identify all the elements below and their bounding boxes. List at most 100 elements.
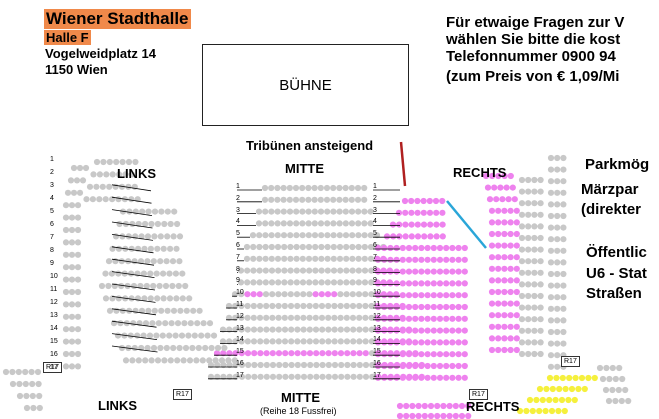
seat[interactable] (144, 258, 151, 265)
seat[interactable] (546, 396, 553, 404)
seat[interactable] (414, 221, 421, 228)
seat[interactable] (106, 307, 114, 314)
seat[interactable] (436, 280, 444, 287)
seat[interactable] (182, 344, 190, 352)
seat[interactable] (424, 327, 431, 334)
seat[interactable] (126, 208, 133, 215)
seat[interactable] (142, 220, 149, 228)
seat[interactable] (68, 338, 76, 345)
seat[interactable] (402, 233, 409, 240)
seat[interactable] (389, 221, 397, 228)
seat[interactable] (261, 196, 269, 203)
seat[interactable] (434, 412, 441, 419)
seat[interactable] (262, 243, 269, 251)
seat[interactable] (393, 351, 400, 358)
seat[interactable] (149, 320, 156, 327)
seat[interactable] (73, 177, 81, 184)
seat[interactable] (257, 326, 264, 333)
seat[interactable] (186, 295, 193, 302)
seat[interactable] (560, 259, 567, 266)
seat[interactable] (231, 291, 239, 298)
seat[interactable] (312, 243, 319, 251)
seat[interactable] (268, 208, 275, 215)
seat[interactable] (189, 344, 196, 352)
seat[interactable] (313, 361, 320, 369)
seat[interactable] (82, 164, 90, 172)
seat[interactable] (536, 385, 544, 393)
seat[interactable] (539, 396, 546, 404)
seat[interactable] (361, 255, 368, 262)
seat[interactable] (405, 339, 413, 346)
seat[interactable] (507, 230, 514, 238)
seat[interactable] (300, 361, 308, 369)
seat[interactable] (343, 291, 350, 298)
seat[interactable] (306, 338, 313, 345)
seat[interactable] (488, 323, 496, 330)
seat[interactable] (369, 361, 376, 369)
seat[interactable] (312, 291, 319, 298)
seat[interactable] (300, 302, 307, 310)
seat[interactable] (338, 373, 345, 380)
seat[interactable] (319, 338, 326, 345)
seat[interactable] (449, 256, 456, 263)
seat[interactable] (237, 279, 245, 286)
seat[interactable] (325, 326, 332, 333)
seat[interactable] (166, 270, 173, 277)
seat[interactable] (103, 171, 110, 178)
seat[interactable] (554, 363, 561, 370)
seat[interactable] (543, 385, 550, 393)
seat[interactable] (513, 335, 520, 342)
seat[interactable] (547, 317, 555, 324)
seat[interactable] (507, 312, 514, 319)
seat[interactable] (436, 339, 444, 346)
seat[interactable] (318, 279, 325, 286)
seat[interactable] (293, 220, 300, 227)
seat[interactable] (439, 197, 446, 205)
seat[interactable] (405, 327, 413, 334)
seat[interactable] (226, 338, 233, 345)
seat[interactable] (381, 374, 388, 381)
seat[interactable] (119, 307, 126, 314)
seat[interactable] (374, 315, 382, 322)
seat[interactable] (122, 171, 129, 178)
seat[interactable] (399, 292, 406, 299)
seat[interactable] (443, 268, 450, 275)
seat[interactable] (455, 351, 462, 358)
seat[interactable] (214, 344, 222, 352)
seat[interactable] (430, 327, 437, 334)
seat[interactable] (336, 232, 343, 239)
seat[interactable] (381, 339, 388, 346)
seat[interactable] (286, 220, 294, 227)
seat[interactable] (436, 303, 444, 311)
seat[interactable] (424, 303, 431, 311)
seat[interactable] (452, 402, 459, 410)
seat[interactable] (151, 307, 158, 314)
seat[interactable] (387, 256, 394, 263)
seat[interactable] (585, 374, 592, 382)
seat[interactable] (294, 314, 301, 321)
seat[interactable] (319, 326, 326, 333)
seat[interactable] (250, 302, 257, 310)
seat[interactable] (135, 357, 142, 364)
seat[interactable] (606, 375, 613, 383)
seat[interactable] (403, 412, 410, 419)
seat[interactable] (525, 304, 532, 311)
seat[interactable] (395, 209, 403, 216)
seat[interactable] (562, 385, 569, 393)
seat[interactable] (177, 307, 184, 314)
seat[interactable] (513, 230, 520, 238)
seat[interactable] (245, 373, 252, 380)
seat[interactable] (318, 232, 325, 239)
seat[interactable] (367, 208, 374, 215)
seat[interactable] (427, 402, 435, 410)
seat[interactable] (393, 327, 400, 334)
seat[interactable] (518, 350, 526, 358)
seat[interactable] (116, 171, 123, 178)
seat[interactable] (118, 258, 125, 265)
seat[interactable] (488, 335, 496, 342)
seat[interactable] (403, 402, 410, 410)
seat[interactable] (393, 303, 400, 311)
seat[interactable] (269, 338, 276, 345)
seat[interactable] (337, 302, 344, 310)
seat[interactable] (507, 207, 514, 214)
